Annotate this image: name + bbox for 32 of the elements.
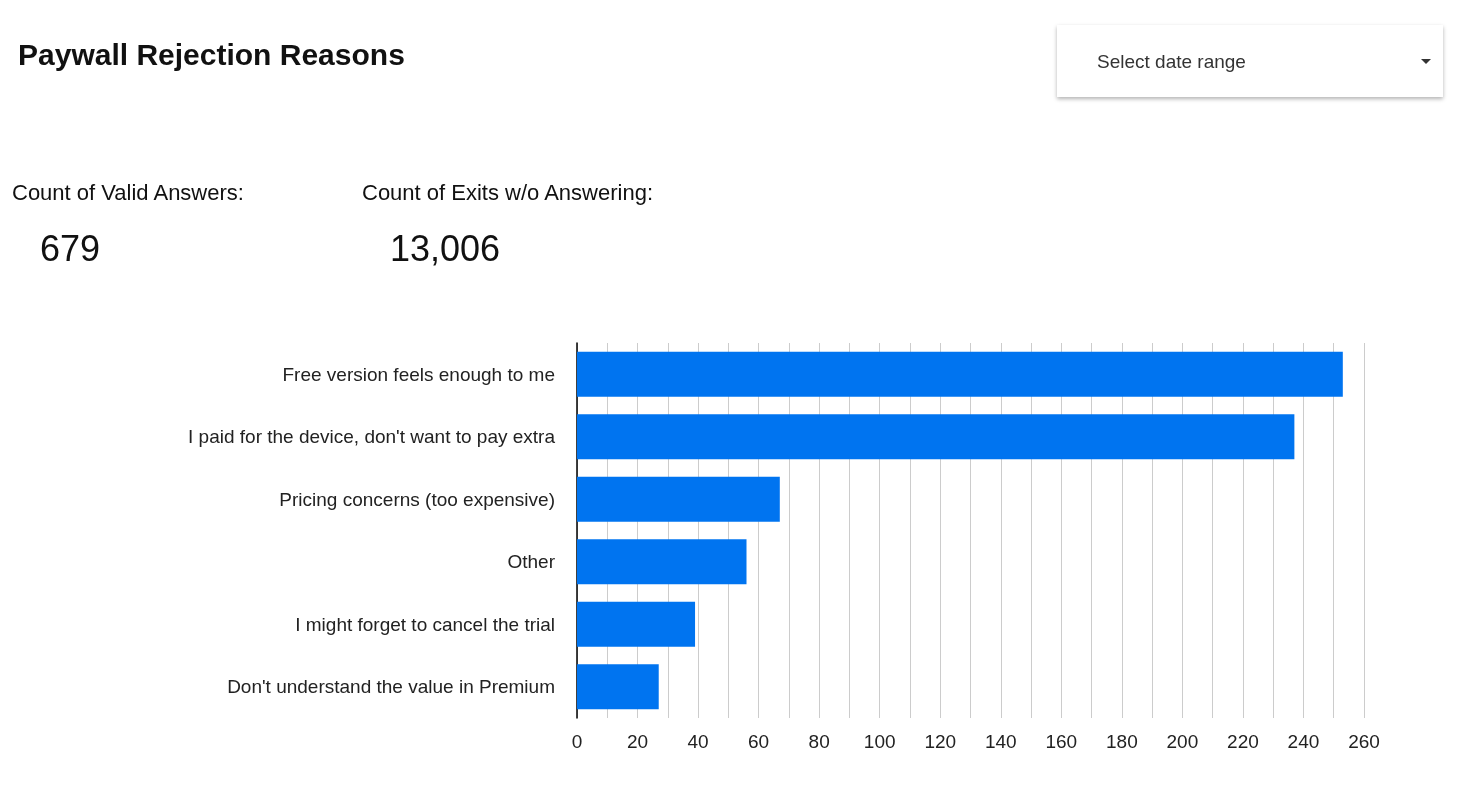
- text: Paywall Rejection Reasons: [18, 38, 405, 72]
- y-tick-label: Free version feels enough to me: [282, 363, 555, 385]
- x-tick-label: 20: [626, 731, 649, 752]
- text: Count of Exits w/o Answering:: [362, 180, 654, 206]
- bar: [577, 476, 780, 522]
- x-tick-label: 240: [1287, 731, 1320, 752]
- bar: [577, 601, 696, 647]
- x-tick-label: 80: [808, 731, 830, 752]
- x-tick-label: 260: [1348, 731, 1380, 752]
- bar: [577, 664, 659, 710]
- x-tick-label: 160: [1045, 731, 1078, 752]
- text: 13,006: [390, 228, 501, 270]
- date-range-dropdown: Select date range: [1057, 25, 1443, 97]
- x-tick-label: 120: [924, 731, 957, 752]
- x-tick-label: 0: [571, 731, 583, 752]
- y-tick-label: I might forget to cancel the trial: [295, 613, 555, 635]
- text: 679: [40, 228, 101, 270]
- bar: [577, 414, 1295, 460]
- x-tick-label: 100: [863, 731, 896, 752]
- y-tick-label: Pricing concerns (too expensive): [279, 488, 555, 510]
- x-tick-label: 140: [984, 731, 1017, 752]
- y-tick-label: I paid for the device, don't want to pay extra: [188, 426, 556, 448]
- x-tick-label: 180: [1105, 731, 1138, 752]
- bar: [577, 539, 747, 585]
- x-tick-label: 220: [1227, 731, 1259, 752]
- y-tick-label: Other: [507, 551, 556, 573]
- x-tick-label: 200: [1166, 731, 1199, 752]
- y-tick-label: Don't understand the value in Premium: [227, 676, 555, 698]
- text: Count of Valid Answers:: [12, 180, 244, 206]
- x-tick-label: 60: [748, 731, 770, 752]
- bar: [577, 351, 1343, 397]
- x-tick-label: 40: [687, 731, 709, 752]
